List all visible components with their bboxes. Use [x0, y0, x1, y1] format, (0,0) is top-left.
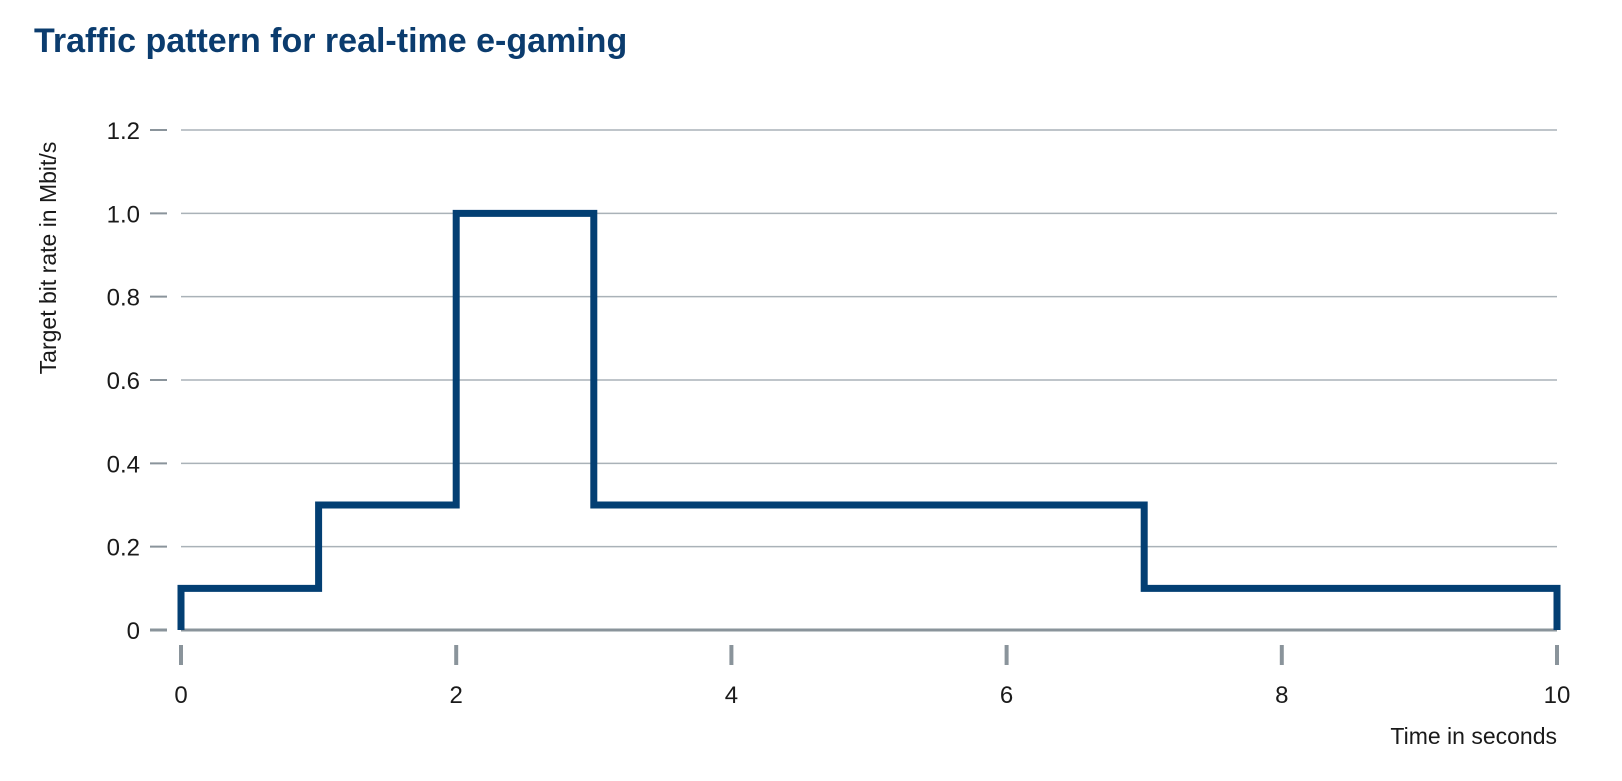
chart-title: Traffic pattern for real-time e-gaming: [34, 22, 627, 60]
x-axis-label: Time in seconds: [1390, 723, 1557, 749]
x-tick-label: 0: [174, 682, 187, 709]
y-axis-label: Target bit rate in Mbit/s: [35, 142, 61, 375]
x-tick-label: 6: [1000, 682, 1013, 709]
y-tick-label: 0.6: [107, 368, 140, 395]
x-tick-label: 4: [725, 682, 738, 709]
y-tick-label: 1.2: [107, 118, 140, 145]
y-tick-label: 1.0: [107, 201, 140, 228]
y-tick-label: 0: [127, 618, 140, 645]
x-tick-label: 2: [450, 682, 463, 709]
data-line: [177, 209, 1561, 630]
x-tick-label: 8: [1275, 682, 1288, 709]
x-tick-label: 10: [1544, 682, 1571, 709]
y-tick-label: 0.2: [107, 535, 140, 562]
y-tick-label: 0.4: [107, 451, 140, 478]
y-tick-label: 0.8: [107, 285, 140, 312]
